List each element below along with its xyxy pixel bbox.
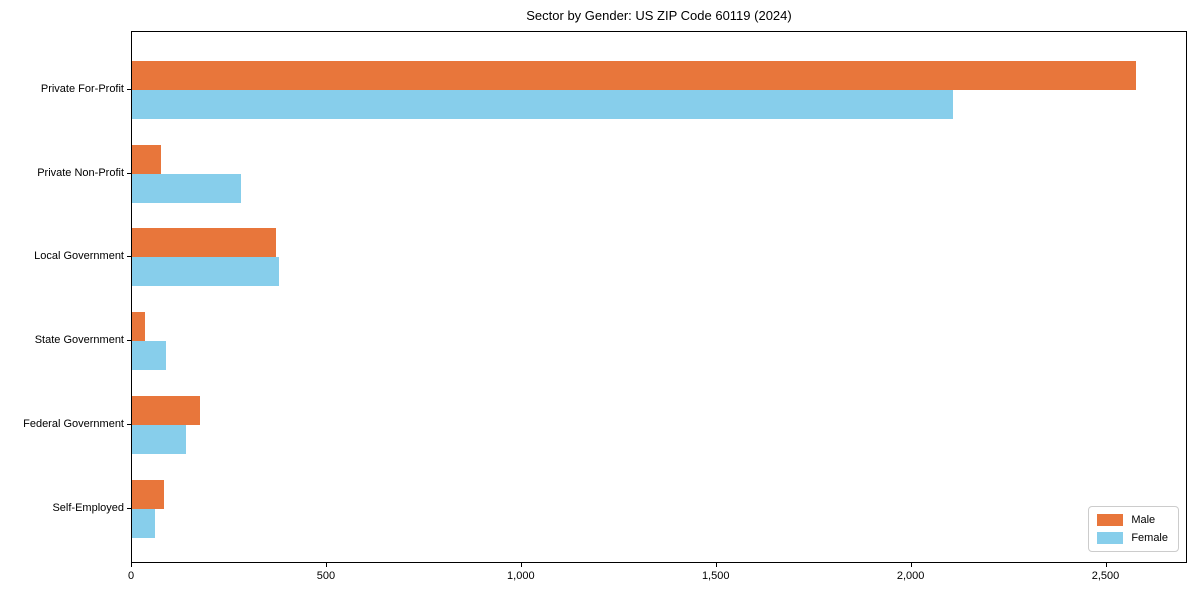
y-label-private-non-profit: Private Non-Profit xyxy=(37,166,124,179)
x-tick-mark xyxy=(520,563,522,567)
bar-male-federal-government xyxy=(132,396,201,426)
y-tick-mark xyxy=(127,508,131,509)
bar-male-private-for-profit xyxy=(132,60,1136,90)
bar-female-private-non-profit xyxy=(132,173,241,203)
y-label-state-government: State Government xyxy=(34,334,124,347)
bar-female-local-government xyxy=(132,257,280,287)
x-tick-mark xyxy=(131,563,132,567)
x-tick-label: 2,000 xyxy=(896,570,925,582)
y-label-self-employed: Self-Employed xyxy=(52,502,124,514)
x-tick-label: 0 xyxy=(127,570,135,582)
bar-female-self-employed xyxy=(132,509,155,538)
bar-male-private-non-profit xyxy=(132,144,162,174)
x-tick-label: 2,500 xyxy=(1091,570,1120,582)
x-tick-label: 1,000 xyxy=(507,570,535,582)
bar-male-state-government xyxy=(132,312,145,342)
x-tick-mark xyxy=(1105,563,1107,567)
chart-title: Sector by Gender: US ZIP Code 60119 (202… xyxy=(526,8,792,23)
y-tick-mark xyxy=(127,88,131,90)
x-tick-label: 500 xyxy=(316,570,336,582)
legend-label: Male xyxy=(1131,514,1156,526)
bar-male-self-employed xyxy=(132,480,165,509)
x-tick-mark xyxy=(715,563,717,567)
bar-female-state-government xyxy=(132,341,167,371)
x-tick-mark xyxy=(910,563,912,567)
y-tick-mark xyxy=(127,424,131,426)
y-tick-mark xyxy=(127,172,131,174)
legend-label: Female xyxy=(1131,532,1168,544)
bar-female-private-for-profit xyxy=(132,89,953,119)
y-tick-mark xyxy=(127,256,131,258)
legend: Male Female xyxy=(1088,506,1179,552)
bar-male-local-government xyxy=(132,228,276,258)
y-label-local-government: Local Government xyxy=(34,250,124,263)
x-tick-label: 1,500 xyxy=(701,570,730,582)
y-label-private-for-profit: Private For-Profit xyxy=(40,82,124,95)
legend-swatch-female xyxy=(1097,532,1124,544)
plot-area: Male Female xyxy=(131,31,1187,563)
legend-swatch-male xyxy=(1097,514,1124,526)
bars-layer xyxy=(132,32,1186,562)
bar-female-federal-government xyxy=(132,425,187,455)
y-label-federal-government: Federal Government xyxy=(23,418,124,431)
x-tick-mark xyxy=(325,563,327,567)
legend-entry-male: Male xyxy=(1097,514,1168,526)
legend-entry-female: Female xyxy=(1097,532,1168,544)
y-tick-mark xyxy=(127,340,131,342)
